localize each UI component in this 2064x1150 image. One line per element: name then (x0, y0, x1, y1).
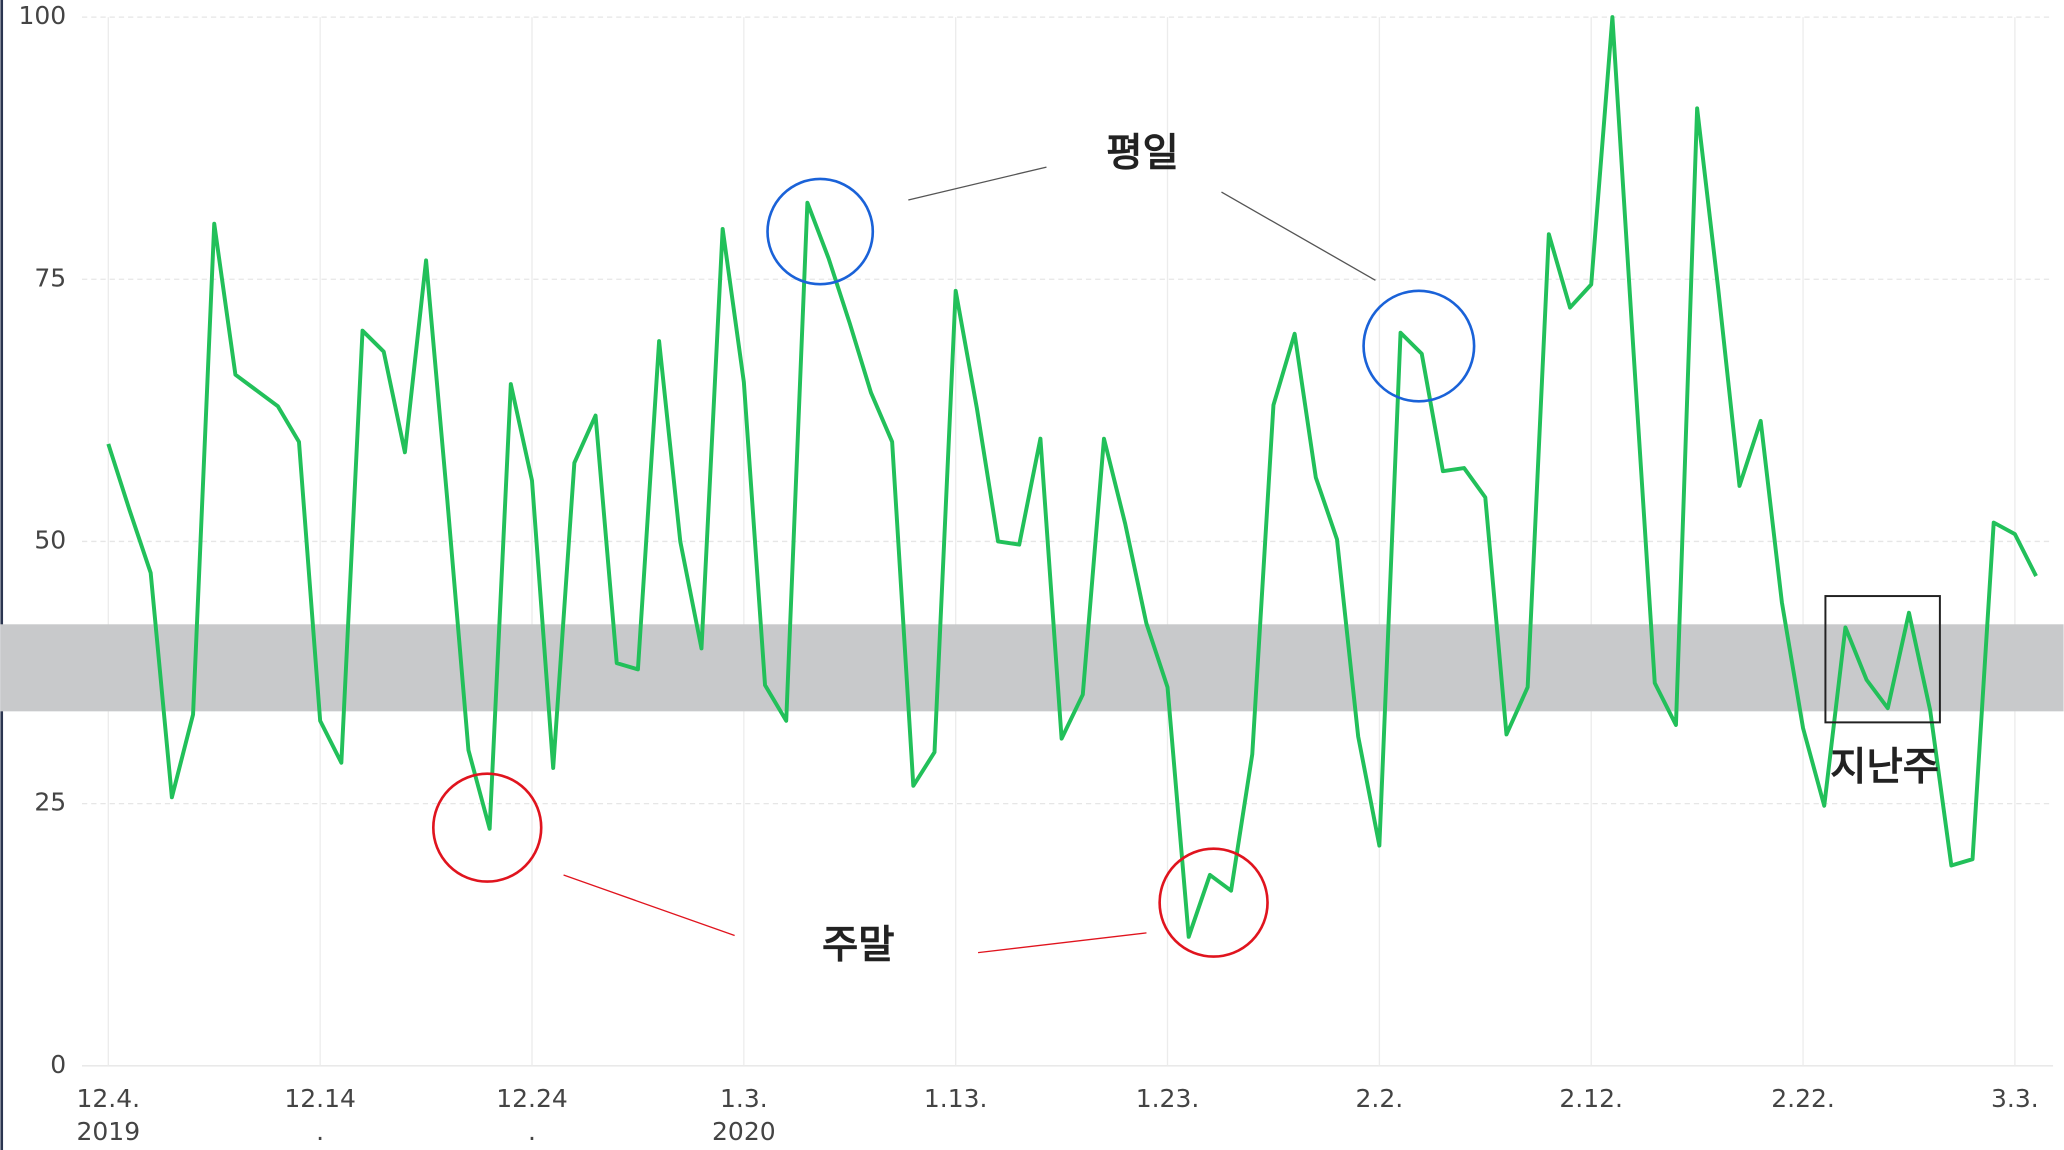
x-tick-label: 1.23. (1136, 1084, 1200, 1113)
x-tick-label: 12.4. (77, 1084, 141, 1113)
x-tick-label: 1.3. (720, 1084, 768, 1113)
band (0, 624, 2064, 712)
y-tick-label: 25 (34, 788, 66, 817)
pointer (977, 932, 1147, 954)
x-tick-label: 12.24 (496, 1084, 568, 1113)
x-tick-label: 2.2. (1356, 1084, 1404, 1113)
plot-marks (106, 15, 2038, 939)
weekday-circle (1362, 289, 1476, 403)
x-sublabel: . (528, 1117, 536, 1146)
annotation: 평일 (1106, 130, 1179, 176)
x-sublabel: . (316, 1117, 324, 1146)
x-tick-label: 1.13. (924, 1084, 988, 1113)
y-tick-label: 75 (34, 263, 66, 292)
x-tick-label: 3.3. (1991, 1084, 2039, 1113)
pointer (908, 166, 1047, 201)
pointer (563, 874, 735, 937)
pointer (1221, 191, 1376, 281)
annotation: 지난주 (1830, 744, 1939, 790)
annotation: 주말 (822, 922, 895, 968)
weekend-circle (432, 772, 543, 883)
x-tick-label: 12.14 (284, 1084, 356, 1113)
weekend-circle (1158, 847, 1269, 958)
last-week-box (1824, 595, 1941, 724)
annotations: 평일 주말 지난주 (432, 130, 1941, 968)
x-tick-label: 2.12. (1559, 1084, 1623, 1113)
x-sublabel: 2019 (77, 1117, 141, 1146)
y-tick-label: 0 (50, 1050, 66, 1079)
weekday-circle (766, 177, 875, 286)
series-line (106, 15, 2038, 939)
y-tick-label: 50 (34, 525, 66, 554)
x-tick-label: 2.22. (1771, 1084, 1835, 1113)
y-tick-label: 100 (18, 1, 66, 30)
x-sublabel: 2020 (712, 1117, 776, 1146)
